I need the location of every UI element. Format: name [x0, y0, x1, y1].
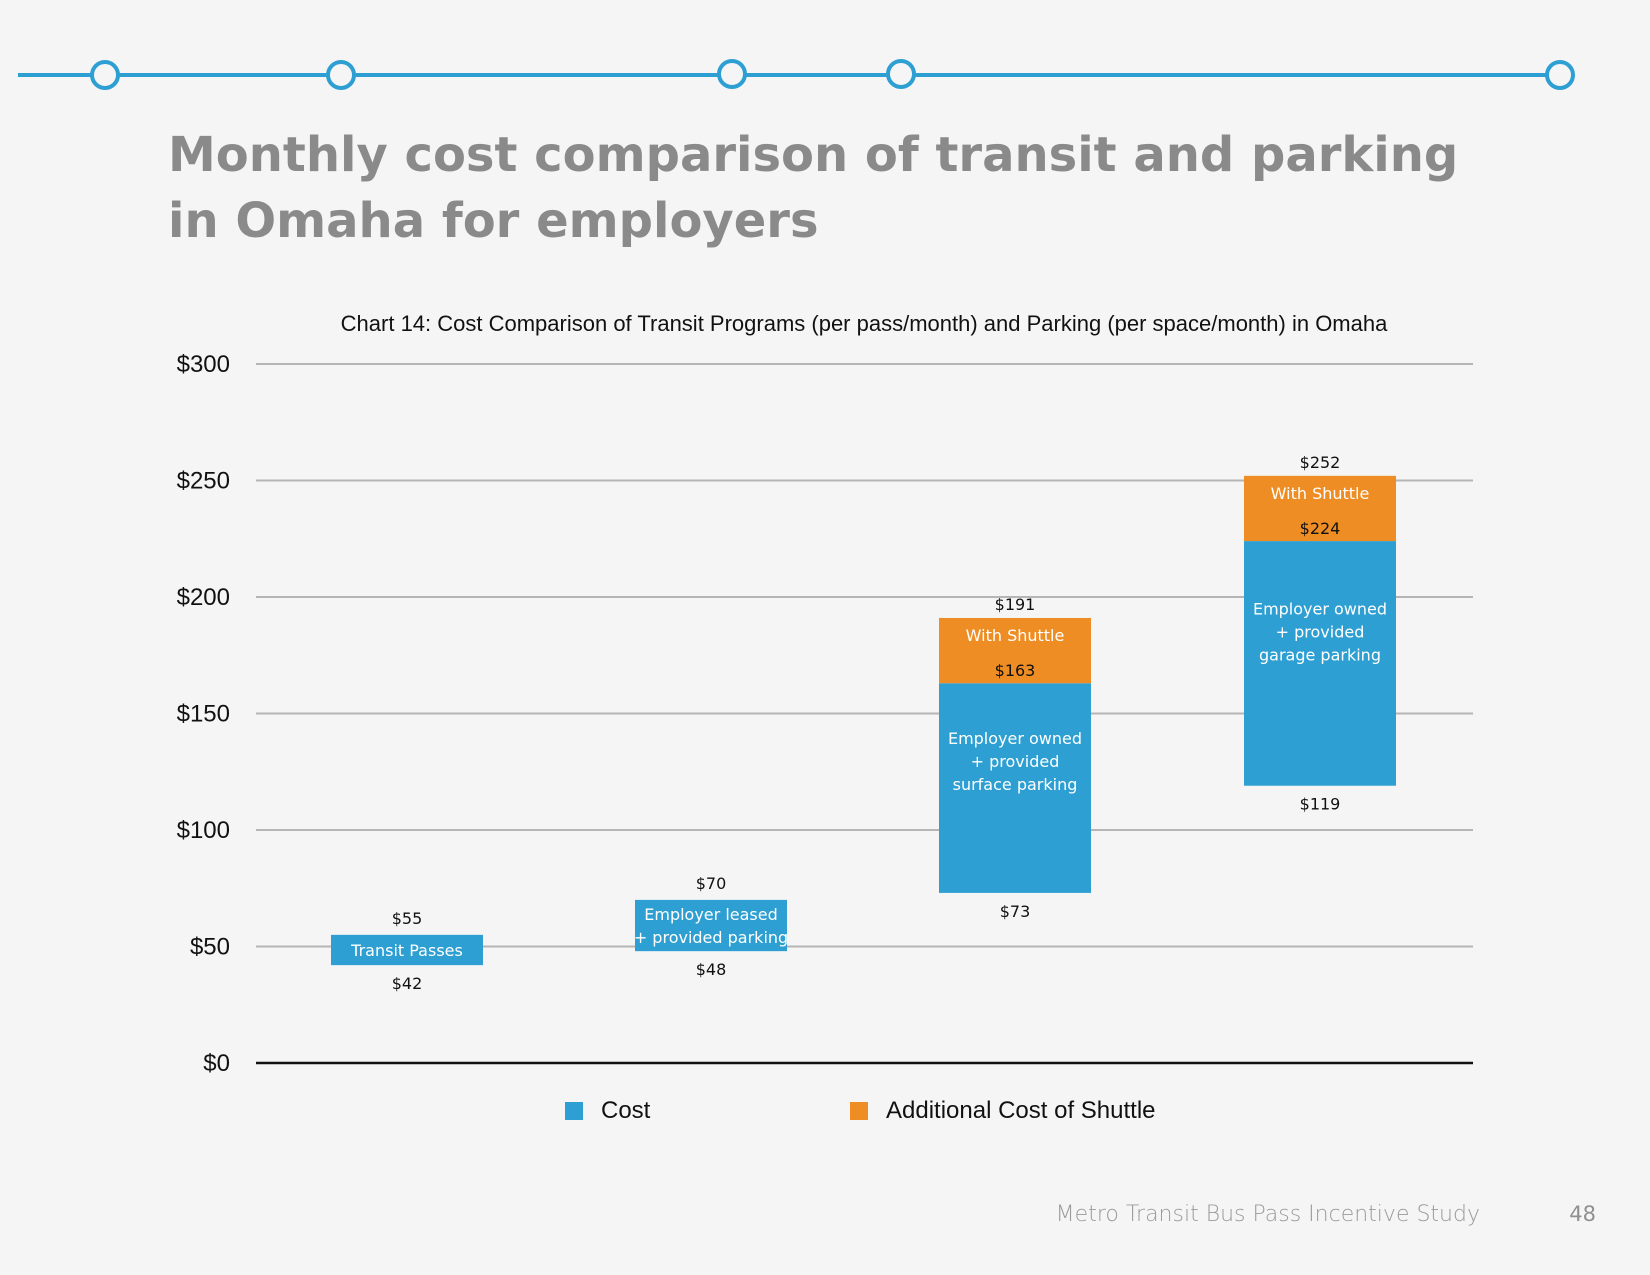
- bar-low-label: $42: [392, 974, 423, 993]
- bar-group: Transit Passes $42 $55: [331, 909, 483, 993]
- shuttle-label: With Shuttle: [966, 626, 1065, 645]
- bar-high-label: $55: [392, 909, 423, 928]
- legend-swatch-shuttle: [850, 1102, 868, 1120]
- bar-category-label: Employer leased: [644, 905, 778, 924]
- bar-cost: [635, 899, 787, 952]
- bar-group: Employer owned + provided surface parking $…: [939, 595, 1091, 921]
- bar-low-label: $48: [696, 960, 727, 979]
- y-tick-label: $0: [203, 1050, 230, 1077]
- shuttle-high-label: $252: [1300, 453, 1341, 472]
- y-tick-label: $250: [177, 468, 230, 495]
- timeline-node: [717, 59, 747, 89]
- y-tick-label: $100: [177, 817, 230, 844]
- legend-item-shuttle: Additional Cost of Shuttle: [850, 1097, 1156, 1125]
- bar-cost: [331, 934, 483, 966]
- bar-high-label: $163: [995, 661, 1036, 680]
- progress-timeline: [18, 59, 1575, 90]
- legend-item-cost: Cost: [565, 1097, 650, 1125]
- bar-high-label: $70: [696, 874, 727, 893]
- bar-shuttle: [1244, 475, 1396, 542]
- bar-low-label: $73: [1000, 902, 1031, 921]
- legend-swatch-cost: [565, 1102, 583, 1120]
- y-tick-label: $150: [177, 701, 230, 728]
- bar-cost: [939, 683, 1091, 893]
- bar-category-label: + provided parking: [634, 928, 788, 947]
- shuttle-high-label: $191: [995, 595, 1036, 614]
- y-axis-ticks: $0 $50 $100 $150 $200 $250 $300: [177, 351, 230, 1077]
- page-title: Monthly cost comparison of transit and p…: [168, 127, 1459, 249]
- timeline-node: [326, 60, 356, 90]
- bar-category-label: + provided: [971, 752, 1060, 771]
- bar-shuttle: [939, 617, 1091, 684]
- bar-category-label: surface parking: [953, 775, 1078, 794]
- footer-text: Metro Transit Bus Pass Incentive Study: [1055, 1202, 1480, 1227]
- bar-group: Employer leased + provided parking $48 $70: [634, 874, 788, 979]
- timeline-node: [886, 59, 916, 89]
- legend-label-cost: Cost: [601, 1097, 651, 1124]
- bar-category-label: garage parking: [1259, 646, 1381, 665]
- bar-high-label: $224: [1300, 519, 1341, 538]
- bar-category-label: + provided: [1276, 623, 1365, 642]
- y-tick-label: $300: [177, 351, 230, 378]
- legend-label-shuttle: Additional Cost of Shuttle: [886, 1097, 1156, 1124]
- page-number: 48: [1569, 1202, 1596, 1226]
- bar-category-label: Employer owned: [1253, 600, 1387, 619]
- bar-category-label: Transit Passes: [350, 941, 463, 960]
- timeline-node: [90, 60, 120, 90]
- y-tick-label: $50: [190, 934, 230, 961]
- bar-category-label: Employer owned: [948, 729, 1082, 748]
- timeline-node: [1545, 60, 1575, 90]
- shuttle-label: With Shuttle: [1271, 484, 1370, 503]
- bars: Transit Passes $42 $55 Employer leased + pro…: [331, 453, 1396, 993]
- bar-cost: [1244, 541, 1396, 786]
- bar-low-label: $119: [1300, 795, 1341, 814]
- bar-group: Employer owned + provided garage parking $1…: [1244, 453, 1396, 814]
- chart-title: Chart 14: Cost Comparison of Transit Pro…: [341, 311, 1388, 336]
- chart-legend: Cost Additional Cost of Shuttle: [0, 1097, 1650, 1127]
- y-tick-label: $200: [177, 584, 230, 611]
